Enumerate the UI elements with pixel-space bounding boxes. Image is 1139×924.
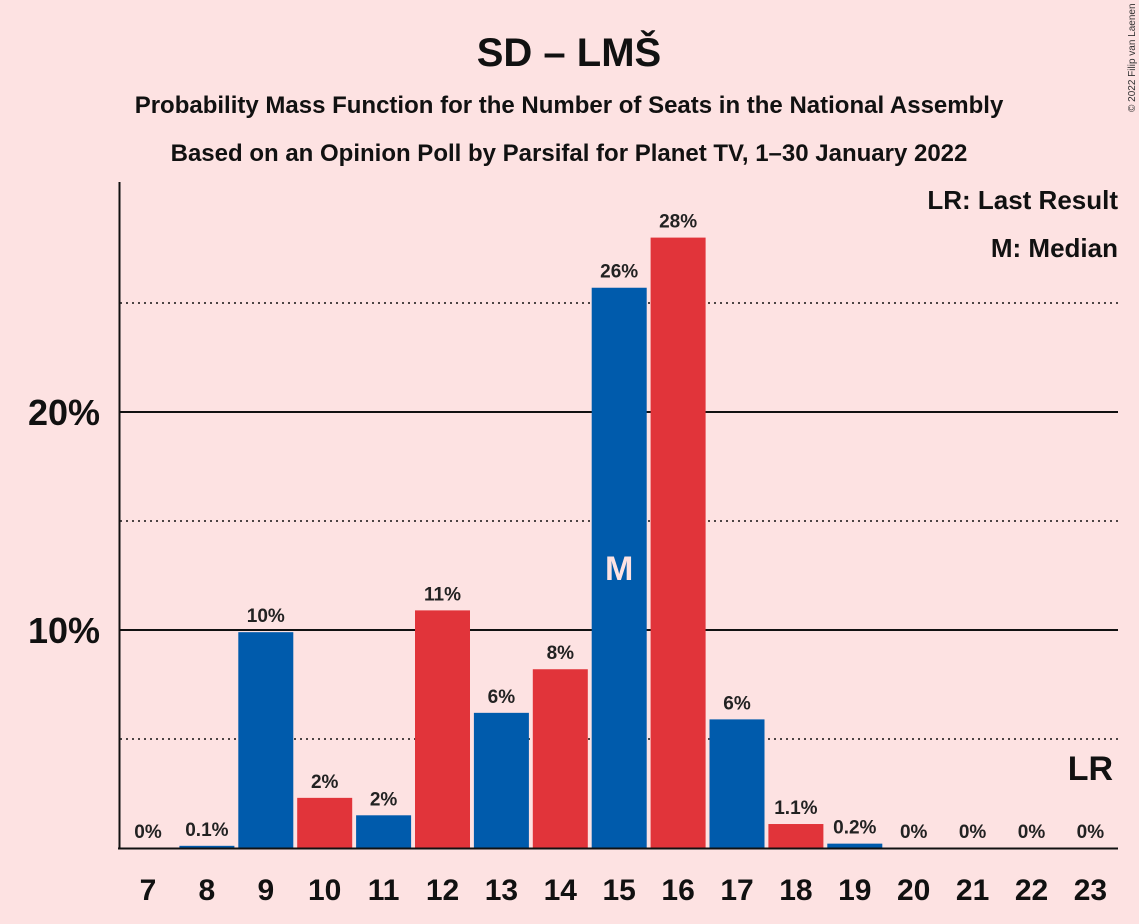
chart-subtitle-1: Probability Mass Function for the Number… [135, 92, 1004, 119]
x-tick-label: 11 [368, 874, 400, 907]
data-label-bg [134, 821, 162, 843]
data-label-bg [1018, 821, 1045, 843]
y-tick-label: 20% [28, 392, 100, 433]
x-tick-label: 22 [1015, 874, 1048, 907]
x-tick-label: 21 [956, 874, 989, 907]
data-label: 0.2% [833, 818, 876, 839]
bar [179, 845, 235, 848]
x-tick-label: 20 [897, 874, 930, 907]
data-label-bg [659, 210, 697, 233]
data-label-bg [182, 818, 231, 841]
bar [473, 712, 529, 848]
chart-title: SD – LMŠ [477, 29, 661, 75]
x-tick-label: 9 [257, 874, 274, 907]
x-tick-label: 14 [544, 874, 578, 907]
bars [179, 237, 883, 849]
bar [827, 843, 883, 848]
x-tick-label: 17 [720, 874, 753, 907]
data-label-bg [830, 816, 879, 839]
data-label: 6% [488, 687, 516, 708]
data-label: 0% [134, 822, 162, 843]
data-label: 11% [424, 584, 461, 605]
data-label-bg [600, 260, 638, 283]
x-tick-label: 8 [199, 874, 216, 907]
last-result-marker: LR [1068, 750, 1113, 788]
data-label-bg [723, 692, 751, 715]
x-tick-label: 18 [779, 874, 812, 907]
data-label: 8% [547, 643, 575, 664]
copyright-text: © 2022 Filip van Laenen [1127, 3, 1138, 112]
legend-last-result: LR: Last Result [927, 185, 1118, 215]
data-label-bg [1076, 821, 1104, 843]
data-label-bg [959, 821, 987, 843]
x-tick-label: 16 [661, 874, 694, 907]
legend-median: M: Median [991, 233, 1118, 263]
x-tick-label: 7 [140, 874, 157, 907]
bar [532, 669, 588, 848]
data-labels: 0% 0.1% 10% 2% 2% 11% 6% 8% 26% M 28% 6% 1.1% 0.2% 0% 0… [134, 210, 1113, 843]
x-tick-label: 15 [603, 874, 636, 907]
data-label: 0.1% [185, 820, 228, 841]
data-label-bg [487, 685, 515, 708]
x-tick-label: 13 [485, 874, 518, 907]
data-label-bg [311, 770, 339, 793]
x-tick-label: 23 [1074, 874, 1107, 907]
x-tick-label: 12 [426, 874, 459, 907]
bar [356, 815, 412, 848]
data-label: 10% [247, 606, 285, 627]
x-tick-label: 19 [838, 874, 871, 907]
data-label: 2% [311, 772, 339, 793]
bar [591, 287, 647, 848]
data-label: 1.1% [774, 798, 817, 819]
data-label: 0% [900, 822, 928, 843]
data-label-bg [546, 642, 574, 665]
data-label: 0% [1077, 822, 1105, 843]
x-axis-ticks: 7 8 9 10 11 12 13 14 15 16 17 18 19 20 21 22 23 [140, 874, 1107, 907]
bar [650, 237, 706, 849]
data-label-bg [423, 583, 462, 606]
data-label: 6% [723, 693, 751, 714]
chart-subtitle-2: Based on an Opinion Poll by Parsifal for… [171, 140, 968, 167]
bar [415, 610, 470, 848]
data-label-bg [370, 788, 398, 811]
bar [238, 632, 294, 848]
bar [768, 824, 824, 848]
bar [709, 719, 765, 848]
y-axis-ticks: 10% 20% [28, 392, 100, 651]
data-label: 0% [959, 822, 987, 843]
data-label-bg [771, 797, 820, 820]
median-marker: M [605, 550, 633, 588]
data-label-bg [900, 821, 928, 843]
bar [297, 797, 353, 848]
data-label: 2% [370, 789, 398, 810]
data-label: 28% [659, 212, 697, 233]
data-label-bg [247, 605, 285, 628]
x-tick-label: 10 [308, 874, 341, 907]
y-tick-label: 10% [28, 610, 100, 651]
data-label: 26% [600, 262, 638, 283]
data-label: 0% [1018, 822, 1046, 843]
